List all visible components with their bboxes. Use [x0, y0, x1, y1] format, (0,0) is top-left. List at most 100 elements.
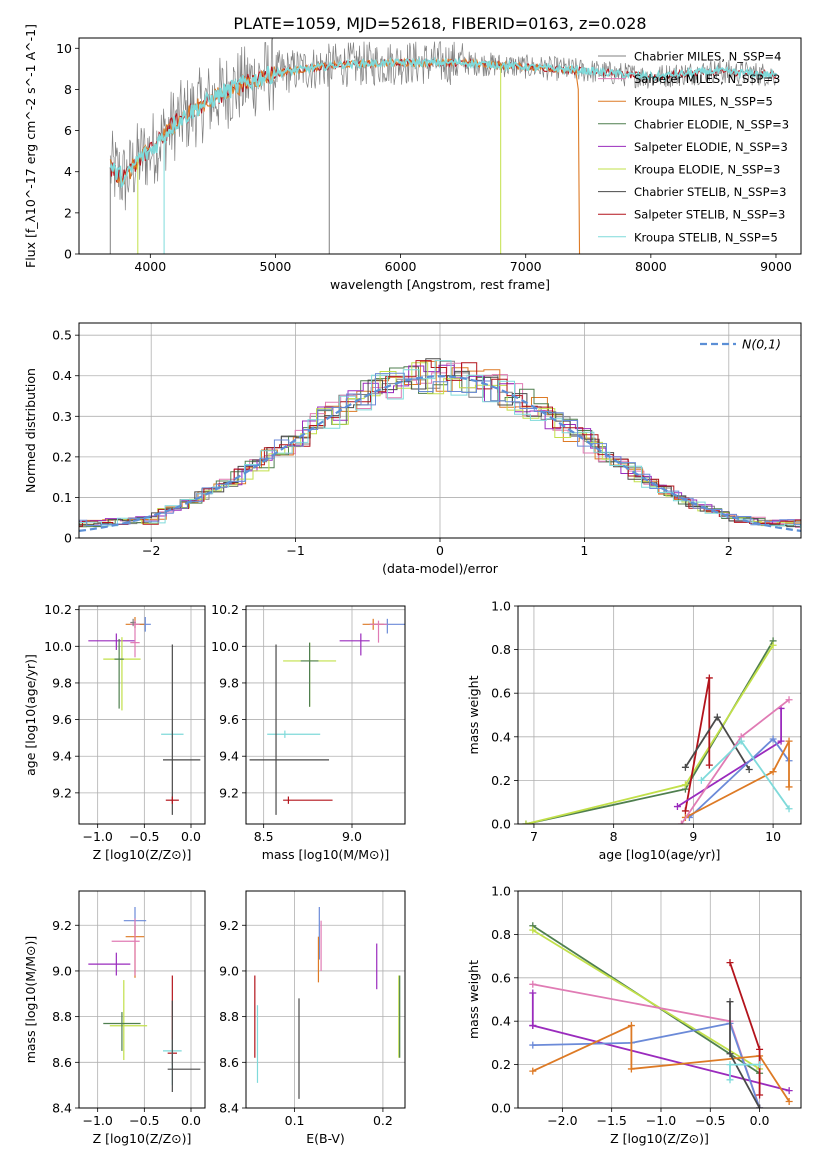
x-tick-label: 0	[436, 543, 444, 558]
errorbar-point	[165, 796, 179, 804]
plus-marker	[726, 1061, 734, 1069]
y-tick-label: 0.2	[52, 449, 72, 464]
plus-marker	[726, 1076, 734, 1084]
axes-frame	[245, 890, 406, 1109]
plus-marker	[726, 998, 734, 1006]
mass-weight-line	[684, 740, 790, 819]
x-tick-label: −0.5	[695, 1113, 725, 1128]
plus-marker	[673, 803, 681, 811]
y-axis-label: Normed distribution	[23, 368, 38, 493]
x-tick-label: −1.0	[646, 1113, 676, 1128]
errorbar-point	[88, 633, 135, 650]
x-tick-label: 9	[689, 829, 697, 844]
spectrum-frame: 4000 5000 6000 7000 8000 9000 0 2 4 6 8 10 wavelengt…	[23, 24, 802, 292]
x-tick-label: −0.5	[129, 1113, 159, 1128]
mass_vs_Z-points	[88, 906, 201, 1093]
x-tick-label: 10	[765, 829, 781, 844]
age_vs_Z-frame: −1.0 −0.5 0.0 9.2 9.4 9.6 9.8 10.0 10.2 Z [log10(…	[23, 602, 206, 862]
axes-frame	[245, 605, 406, 825]
plus-marker	[529, 926, 537, 934]
mass-weight-line	[729, 1001, 761, 1108]
y-tick-label: 9.2	[219, 918, 239, 933]
plus-marker	[745, 766, 753, 773]
y-tick-label: 2	[64, 205, 72, 220]
mass_vs_ebv-axes	[246, 891, 405, 1109]
errorbar-point	[249, 644, 330, 815]
legend-entry: Salpeter MILES, N_SSP=3	[634, 72, 780, 86]
y-tick-label: 4	[64, 164, 72, 179]
spectrum-model-line	[109, 57, 579, 185]
legend-entry: Kroupa STELIB, N_SSP=5	[634, 230, 778, 244]
y-tick-label: 0	[64, 531, 72, 546]
mass-weight-line	[531, 993, 790, 1092]
x-axis-label: E(B-V)	[306, 1131, 345, 1146]
plus-marker	[705, 674, 713, 682]
legend-entry: N(0,1)	[742, 337, 781, 352]
residual-histograms	[79, 358, 801, 532]
mass-weight-line	[532, 1022, 761, 1108]
mass-weight-line	[525, 640, 774, 824]
errorbar-point	[283, 796, 333, 804]
errorbar-point	[369, 618, 405, 634]
errorbar-point	[111, 918, 140, 976]
y-tick-label: 8.6	[52, 1055, 72, 1070]
y-tick-label: 8.6	[219, 1055, 239, 1070]
plus-marker	[777, 737, 785, 745]
residual-histogram	[79, 364, 801, 524]
plus-marker	[529, 1022, 537, 1030]
errorbar-point	[369, 620, 388, 643]
age_vs_mass-frame: 8.5 9.0 9.2 9.4 9.6 9.8 10.0 10.2 mass [log10(M/…	[211, 602, 406, 862]
errorbar-point	[114, 638, 124, 709]
plus-marker	[713, 713, 721, 721]
errorbar-point	[267, 730, 321, 738]
residual-histogram	[79, 360, 801, 529]
x-tick-label: −1	[286, 543, 304, 558]
x-tick-label: 0.2	[373, 1113, 393, 1128]
x-tick-label: −0.5	[129, 829, 159, 844]
errorbar-point	[130, 620, 140, 658]
age_vs_Z-points	[88, 616, 201, 815]
legend-entry: Kroupa MILES, N_SSP=5	[634, 95, 773, 109]
residual-histogram	[79, 360, 801, 529]
y-tick-label: 9.6	[219, 712, 239, 727]
mw_vs_age-frame: 7 8 9 10 0.0 0.2 0.4 0.6 0.8 1.0 age [log10(age/yr…	[466, 599, 802, 862]
plus-marker	[522, 820, 530, 824]
x-axis-label: mass [log10(M/M⊙)]	[262, 847, 390, 862]
x-tick-label: 5000	[260, 259, 292, 274]
y-tick-label: 9.0	[52, 963, 72, 978]
residuals-frame: −2 −1 0 1 2 0 0.1 0.2 0.3 0.4 0.5 (data-model)/erro…	[23, 322, 802, 576]
mass_vs_Z-frame: −1.0 −0.5 0.0 8.4 8.6 8.8 9.0 9.2 Z [log10(Z/Z⊙)…	[23, 890, 206, 1146]
errorbar-point	[163, 644, 201, 815]
y-tick-label: 9.0	[219, 963, 239, 978]
y-tick-label: 9.2	[52, 785, 72, 800]
plus-marker	[785, 1087, 793, 1095]
mass_vs_ebv-points	[254, 906, 401, 1099]
residual-histogram	[79, 360, 801, 527]
y-tick-label: 10.2	[211, 602, 239, 617]
plus-marker	[705, 761, 713, 769]
mw_vs_Z-axes	[518, 890, 801, 1109]
y-tick-label: 9.4	[219, 749, 239, 764]
x-tick-label: −1.5	[596, 1113, 626, 1128]
y-axis-label: Flux [f_λ10^-17 erg cm^-2 s^-1 A^-1]	[23, 24, 38, 268]
x-tick-label: −2.0	[547, 1113, 577, 1128]
y-axis-label: mass [log10(M/M⊙)]	[23, 936, 38, 1064]
y-tick-label: 0.5	[52, 328, 72, 343]
age_vs_mass-points	[249, 618, 405, 815]
y-tick-label: 8.4	[52, 1101, 72, 1116]
spectrum-legend: Chabrier MILES, N_SSP=4 Salpeter MILES, N…	[598, 50, 789, 244]
spectrum-model-line	[109, 56, 777, 189]
x-tick-label: −1.0	[82, 1113, 112, 1128]
legend-entry: Chabrier STELIB, N_SSP=3	[634, 185, 786, 199]
y-tick-label: 10.2	[44, 602, 72, 617]
y-tick-label: 9.4	[52, 749, 72, 764]
plus-marker	[627, 1022, 635, 1030]
x-tick-label: 6000	[385, 259, 417, 274]
plus-marker	[529, 980, 537, 988]
x-tick-label: 0.0	[181, 1113, 201, 1128]
y-tick-label: 6	[64, 123, 72, 138]
x-tick-label: 9.0	[342, 829, 362, 844]
y-tick-label: 8.8	[52, 1009, 72, 1024]
mw_vs_age-series	[522, 637, 793, 824]
plus-marker	[529, 1041, 537, 1049]
